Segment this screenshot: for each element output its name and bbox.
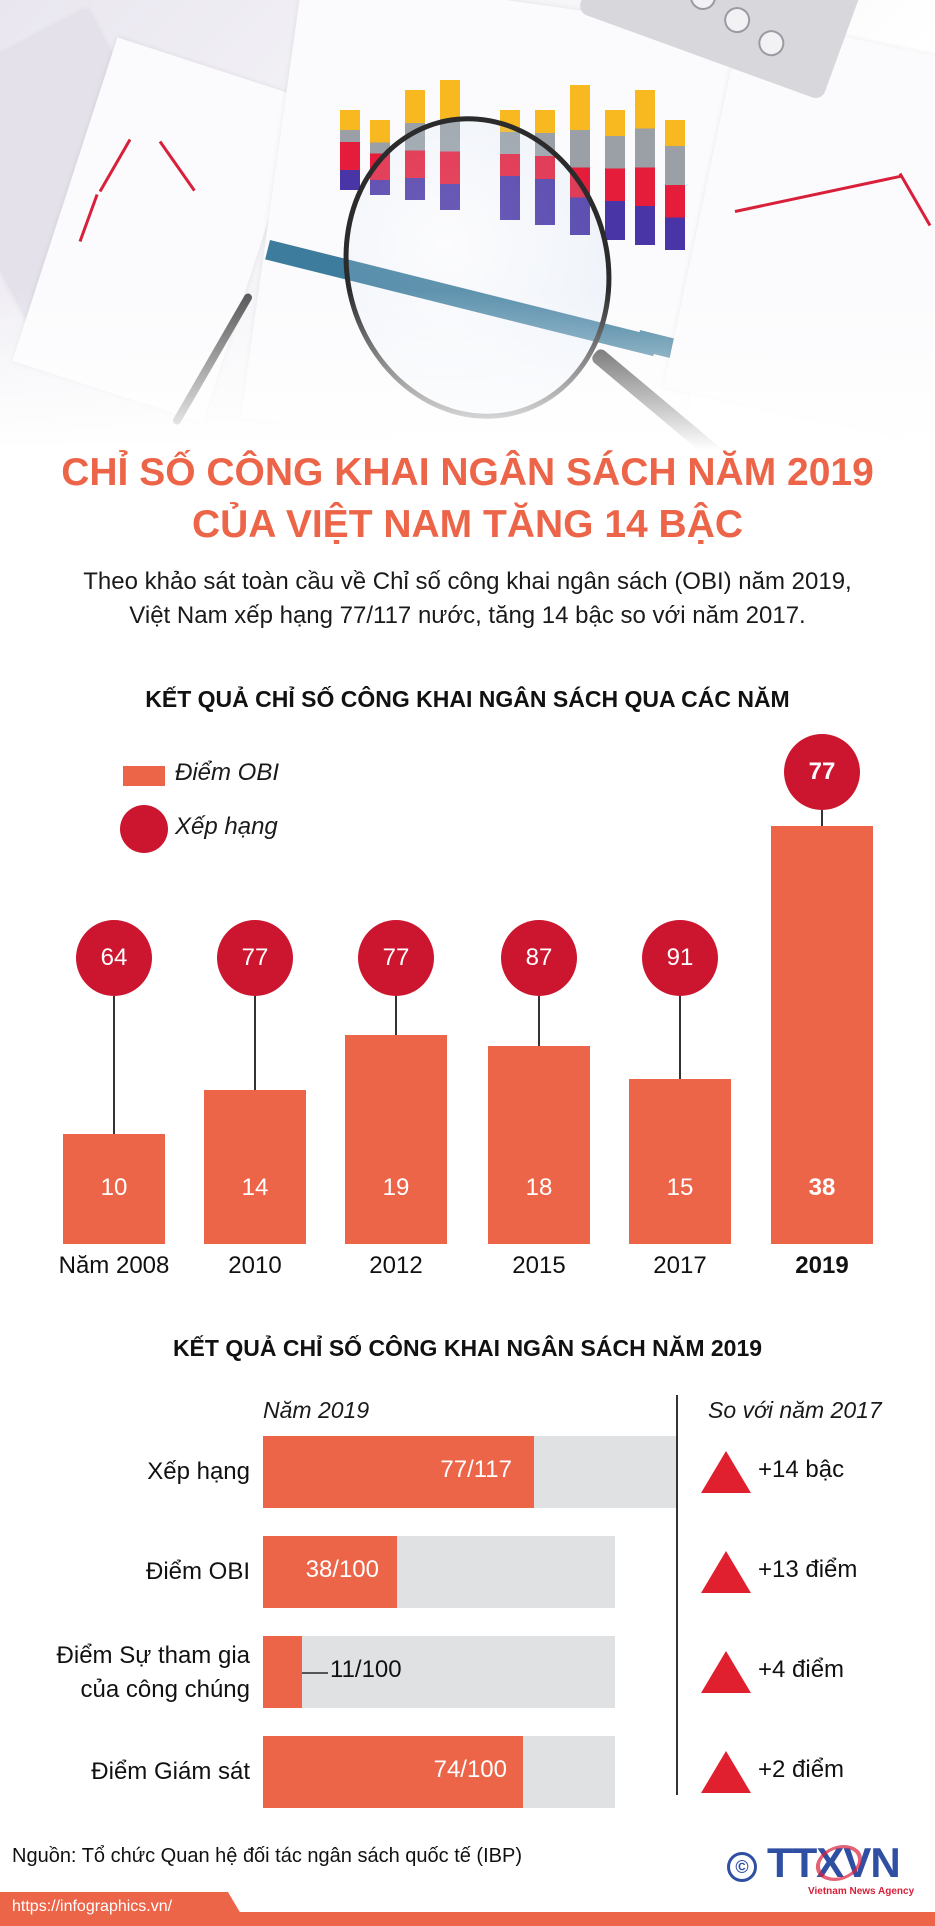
obi-bar-highlight: 38	[771, 826, 873, 1244]
hero-image	[0, 0, 935, 450]
up-triangle-icon	[701, 1551, 751, 1593]
year-label: 2017	[653, 1252, 707, 1279]
rank-stem	[113, 996, 115, 1134]
row-label: Xếp hạng	[147, 1458, 250, 1485]
bar-value: 74/100	[433, 1756, 507, 1783]
obi-bar: 18	[488, 1046, 590, 1244]
page-title-line1: CHỈ SỐ CÔNG KHAI NGÂN SÁCH NĂM 2019	[61, 451, 874, 494]
section-title-2019: KẾT QUẢ CHỈ SỐ CÔNG KHAI NGÂN SÁCH NĂM 2…	[172, 1335, 763, 1361]
logo-tagline: Vietnam News Agency	[808, 1886, 915, 1897]
col-header-compare: So với năm 2017	[708, 1397, 882, 1423]
obi-bar-value: 18	[525, 1174, 553, 1201]
delta-value: +14 bậc	[758, 1456, 845, 1483]
obi-bar-value: 15	[666, 1174, 694, 1201]
bar-fill: 38/100	[263, 1536, 397, 1608]
value-leader-line	[302, 1672, 328, 1674]
year-label: 2012	[369, 1252, 423, 1279]
obi-bar: 15	[629, 1079, 731, 1244]
copyright-icon: ©	[727, 1852, 757, 1882]
column-divider	[676, 1395, 678, 1795]
obi-bar-value: 14	[241, 1174, 269, 1201]
row-label: Điểm OBI	[145, 1558, 250, 1585]
rank-badge: 64	[76, 920, 152, 996]
up-triangle-icon	[701, 1651, 751, 1693]
obi-bar: 14	[204, 1090, 306, 1244]
year-label: Năm 2008	[58, 1252, 170, 1279]
year-label-highlight: 2019	[795, 1252, 849, 1279]
rank-badge: 77	[217, 920, 293, 996]
obi-bar-value: 38	[808, 1174, 836, 1201]
legend-rank-swatch	[120, 805, 168, 853]
row-label-line2: của công chúng	[80, 1676, 250, 1703]
delta-value: +4 điểm	[758, 1656, 845, 1683]
obi-bar: 10	[63, 1134, 165, 1244]
year-label: 2010	[228, 1252, 282, 1279]
rank-stem	[821, 810, 823, 826]
rank-badge: 91	[642, 920, 718, 996]
ttxvn-logo: TTXVN	[767, 1839, 901, 1886]
rank-badge: 77	[358, 920, 434, 996]
row-label: Điểm Giám sát	[91, 1758, 250, 1785]
up-triangle-icon	[701, 1451, 751, 1493]
bar-fill	[263, 1636, 302, 1708]
rank-stem	[395, 996, 397, 1035]
up-triangle-icon	[701, 1751, 751, 1793]
delta-value: +13 điểm	[758, 1556, 858, 1583]
bar-value: 38/100	[305, 1556, 379, 1583]
rank-stem	[538, 996, 540, 1046]
legend-obi-label: Điểm OBI	[175, 759, 280, 786]
legend-obi-swatch	[123, 766, 165, 786]
rank-badge-highlight: 77	[784, 734, 860, 810]
obi-bar: 19	[345, 1035, 447, 1244]
col-header-2019: Năm 2019	[263, 1397, 370, 1423]
rank-badge: 87	[501, 920, 577, 996]
section-title-history: KẾT QUẢ CHỈ SỐ CÔNG KHAI NGÂN SÁCH QUA C…	[145, 686, 790, 712]
obi-bar-value: 19	[382, 1174, 410, 1201]
source-note: Nguồn: Tổ chức Quan hệ đối tác ngân sách…	[12, 1845, 522, 1867]
subtitle-line2: Việt Nam xếp hạng 77/117 nước, tăng 14 b…	[129, 602, 806, 629]
bar-fill: 77/117	[263, 1436, 534, 1508]
rank-stem	[679, 996, 681, 1079]
year-label: 2015	[512, 1252, 566, 1279]
footer-url-link[interactable]: https://infographics.vn/	[12, 1898, 173, 1915]
bar-value: 11/100	[330, 1656, 402, 1683]
bar-value: 77/117	[440, 1456, 512, 1483]
subtitle-line1: Theo khảo sát toàn cầu về Chỉ số công kh…	[83, 568, 852, 595]
obi-bar-value: 10	[100, 1174, 128, 1201]
page-title-line2: CỦA VIỆT NAM TĂNG 14 BẬC	[191, 503, 744, 546]
footer-tab	[0, 1892, 248, 1926]
bar-fill: 74/100	[263, 1736, 523, 1808]
row-label-line1: Điểm Sự tham gia	[56, 1642, 250, 1669]
legend-rank-label: Xếp hạng	[175, 813, 278, 840]
rank-stem	[254, 996, 256, 1090]
delta-value: +2 điểm	[758, 1756, 845, 1783]
